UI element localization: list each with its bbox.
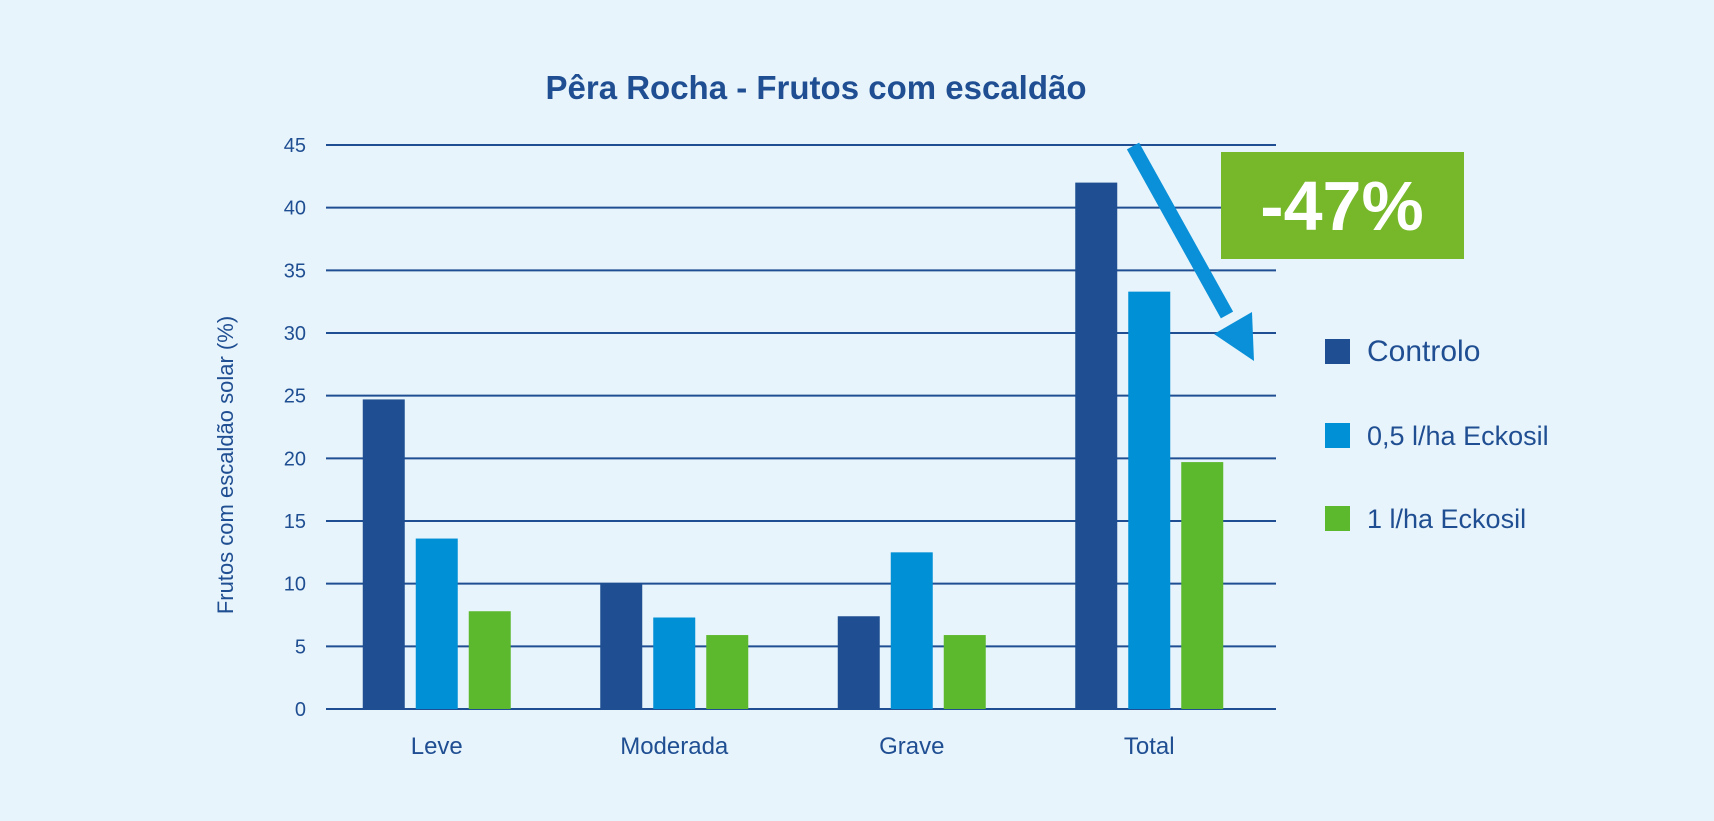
percent-badge-box [1221, 152, 1464, 259]
bar-0-0 [362, 399, 405, 709]
bar-2-0 [837, 616, 880, 709]
x-axis-ticks: Leve Moderada Grave Total [411, 733, 1175, 760]
y-tick-label: 35 [284, 260, 306, 282]
bar-3-2 [1181, 462, 1224, 709]
bar-3-0 [1075, 182, 1118, 710]
legend-swatch-0 [1325, 339, 1350, 364]
legend-swatch-1 [1325, 423, 1350, 448]
x-tick-label: Total [1124, 733, 1175, 760]
y-tick-label: 0 [295, 699, 306, 721]
legend-label-1: 0,5 l/ha Eckosil [1367, 421, 1549, 451]
percent-badge-text: -47% [1260, 167, 1423, 245]
y-tick-label: 45 [284, 135, 306, 157]
bar-0-2 [468, 611, 511, 709]
y-axis-label: Frutos com escaldão solar (%) [213, 316, 238, 614]
bar-0-1 [415, 538, 458, 709]
y-tick-label: 20 [284, 448, 306, 470]
y-tick-label: 15 [284, 511, 306, 533]
y-tick-label: 25 [284, 386, 306, 408]
legend: Controlo 0,5 l/ha Eckosil 1 l/ha Eckosil [1325, 335, 1549, 534]
x-tick-label: Leve [411, 733, 463, 760]
y-tick-label: 40 [284, 198, 306, 220]
legend-label-2: 1 l/ha Eckosil [1367, 504, 1526, 534]
x-tick-label: Grave [879, 733, 944, 760]
chart-title: Pêra Rocha - Frutos com escaldão [545, 69, 1086, 106]
y-tick-label: 5 [295, 636, 306, 658]
arrow-shaft [1126, 142, 1234, 319]
bar-3-1 [1128, 291, 1171, 709]
bar-1-1 [653, 617, 696, 709]
x-tick-label: Moderada [620, 733, 729, 760]
arrow-head [1214, 312, 1254, 361]
bar-2-1 [890, 552, 933, 709]
y-axis-ticks: 0 5 10 15 20 25 30 35 40 45 [284, 135, 306, 721]
bar-2-2 [943, 635, 986, 709]
y-tick-label: 30 [284, 323, 306, 345]
legend-swatch-2 [1325, 506, 1350, 531]
decrease-arrow [1126, 142, 1254, 361]
legend-label-0: Controlo [1367, 335, 1480, 368]
y-tick-label: 10 [284, 574, 306, 596]
bar-1-2 [706, 635, 749, 709]
bar-1-0 [600, 583, 643, 709]
percent-badge: -47% [1221, 152, 1464, 259]
bars [362, 182, 1224, 710]
